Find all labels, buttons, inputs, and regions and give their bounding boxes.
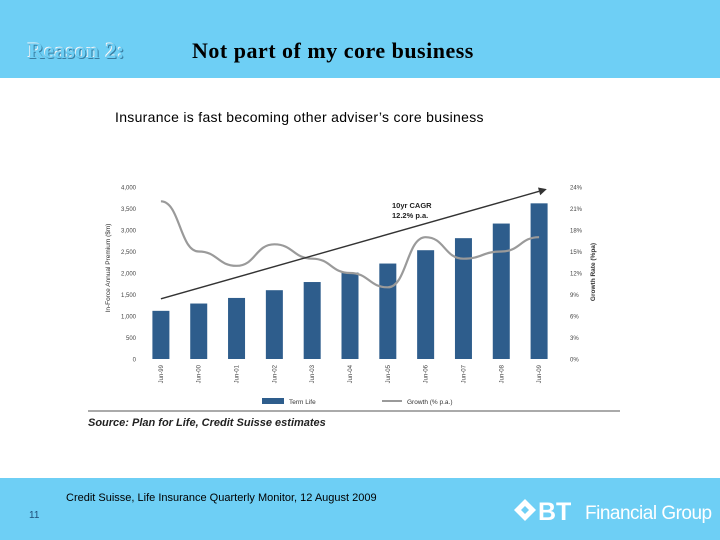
cagr-annotation-line1: 10yr CAGR: [392, 201, 432, 210]
x-tick-label: Jun-09: [537, 364, 543, 383]
legend-growth-label: Growth (% p.a.): [407, 399, 453, 406]
y-tick-label: 3,000: [121, 229, 137, 235]
cagr-annotation-line2: 12.2% p.a.: [392, 211, 428, 220]
legend-term-life-swatch: [262, 398, 284, 404]
y-tick-label: 2,000: [121, 272, 137, 278]
y2-tick-label: 6%: [570, 315, 579, 321]
x-tick-label: Jun-03: [310, 364, 316, 383]
bar: [417, 250, 435, 359]
source-note: Source: Plan for Life, Credit Suisse est…: [88, 417, 326, 429]
y-tick-label: 1,500: [121, 293, 137, 299]
y-axis-right: 0% 3% 6% 9% 12% 15% 18% 21% 24%: [570, 186, 583, 364]
reason-label: Reason 2:: [28, 38, 125, 63]
bt-logo: BT: [514, 498, 571, 526]
cagr-arrow: [160, 190, 540, 300]
x-tick-label: Jun-08: [499, 364, 505, 383]
brand-name: Financial Group: [585, 503, 712, 524]
x-tick-label: Jun-06: [424, 364, 430, 383]
y2-tick-label: 21%: [570, 207, 583, 213]
page-number: 11: [29, 510, 40, 521]
y2-tick-label: 18%: [570, 229, 583, 235]
bt-logo-mark-cut: [521, 506, 529, 514]
x-tick-label: Jun-02: [272, 364, 278, 383]
x-tick-label: Jun-07: [461, 364, 467, 383]
bar: [303, 282, 321, 359]
bar: [341, 272, 359, 359]
y-tick-label: 2,500: [121, 250, 137, 256]
legend-term-life-label: Term Life: [289, 399, 316, 406]
bar: [492, 223, 510, 359]
bar-series: [152, 203, 548, 359]
cagr-arrow-head: [537, 187, 547, 196]
citation: Credit Suisse, Life Insurance Quarterly …: [66, 492, 377, 504]
y2-tick-label: 9%: [570, 293, 579, 299]
bar: [265, 290, 283, 359]
y-tick-label: 1,000: [121, 315, 137, 321]
y-tick-label: 4,000: [121, 186, 137, 192]
slide-subtitle: Insurance is fast becoming other adviser…: [115, 109, 484, 125]
bt-logo-text: BT: [538, 498, 571, 526]
x-tick-label: Jun-05: [386, 364, 392, 383]
growth-line: [160, 200, 540, 289]
bar: [228, 297, 246, 359]
y-axis-right-label: Growth Rate (%pa): [590, 243, 597, 301]
footer-band: [0, 478, 720, 540]
y2-tick-label: 3%: [570, 336, 579, 342]
y-tick-label: 3,500: [121, 207, 137, 213]
bar: [454, 238, 472, 359]
bar: [190, 303, 208, 359]
y-tick-label: 0: [133, 358, 137, 364]
y2-tick-label: 0%: [570, 358, 579, 364]
y2-tick-label: 24%: [570, 186, 583, 192]
bar: [530, 203, 548, 359]
x-tick-label: Jun-01: [235, 364, 241, 383]
y2-tick-label: 12%: [570, 272, 583, 278]
bar: [379, 263, 397, 359]
x-tick-label: Jun-04: [348, 364, 354, 383]
header-band: [0, 0, 720, 78]
y-tick-label: 500: [126, 336, 137, 342]
y-axis-left: 0 500 1,000 1,500 2,000 2,500 3,000 3,500 4,000: [121, 186, 137, 364]
bar: [152, 310, 170, 359]
y-axis-left-label: In-Force Annual Premium ($m): [105, 224, 112, 313]
x-axis: Jun-99 Jun-00 Jun-01 Jun-02 Jun-03 Jun-04 Jun-…: [159, 364, 543, 383]
x-tick-label: Jun-99: [159, 364, 165, 383]
x-tick-label: Jun-00: [197, 364, 203, 383]
slide-title: Not part of my core business: [192, 38, 474, 63]
y2-tick-label: 15%: [570, 250, 583, 256]
